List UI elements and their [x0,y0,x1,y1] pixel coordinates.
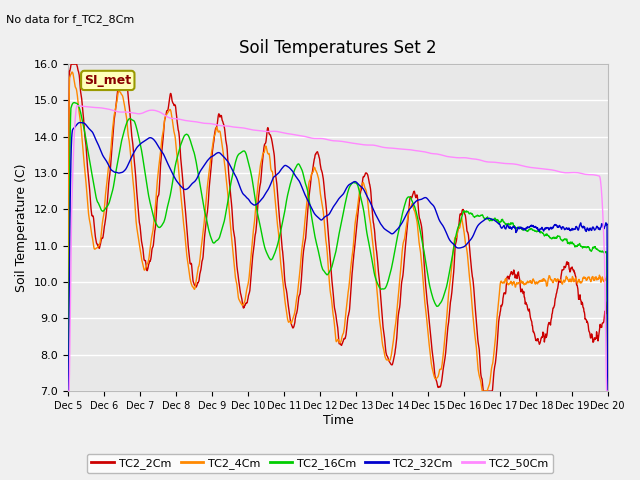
Legend: TC2_2Cm, TC2_4Cm, TC2_16Cm, TC2_32Cm, TC2_50Cm: TC2_2Cm, TC2_4Cm, TC2_16Cm, TC2_32Cm, TC… [87,454,553,473]
X-axis label: Time: Time [323,414,353,427]
Text: SI_met: SI_met [84,74,131,87]
Title: Soil Temperatures Set 2: Soil Temperatures Set 2 [239,39,436,57]
Y-axis label: Soil Temperature (C): Soil Temperature (C) [15,163,28,292]
Text: No data for f_TC2_8Cm: No data for f_TC2_8Cm [6,14,134,25]
